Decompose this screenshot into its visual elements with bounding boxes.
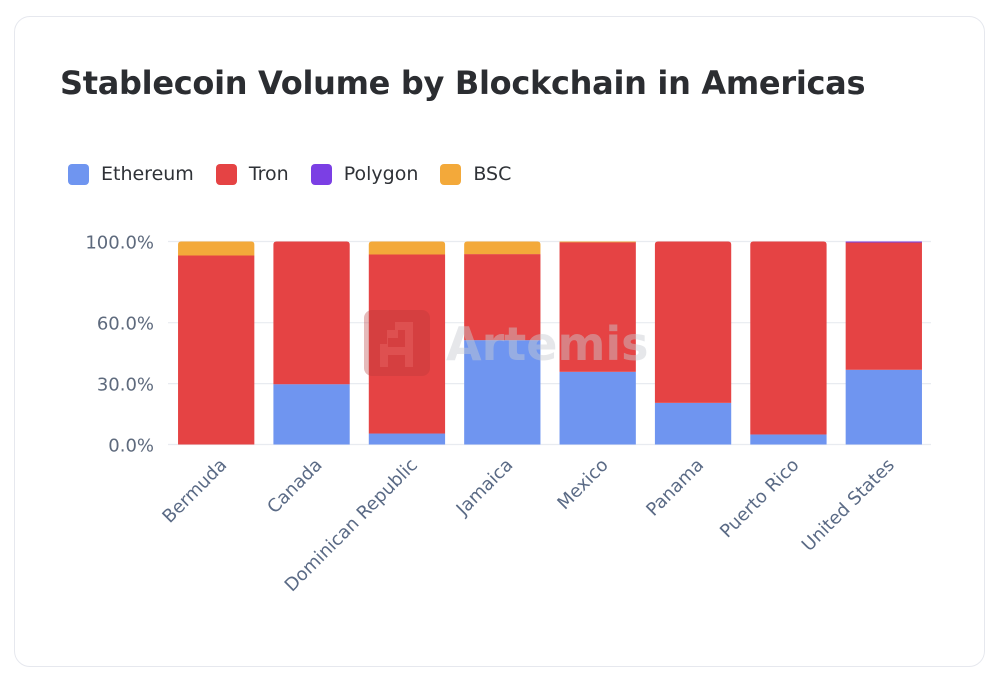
- legend-item-ethereum[interactable]: Ethereum: [68, 163, 194, 185]
- legend: Ethereum Tron Polygon BSC: [68, 163, 533, 185]
- legend-label: Tron: [248, 163, 289, 185]
- x-tick-label: Bermuda: [158, 455, 231, 528]
- bar-segment-ethereum[interactable]: [559, 371, 636, 445]
- legend-label: Polygon: [343, 163, 419, 185]
- bar-segment-polygon[interactable]: [845, 241, 922, 243]
- x-tick-label: Puerto Rico: [716, 455, 803, 542]
- bar-segment-ethereum[interactable]: [368, 433, 446, 445]
- bar-stack[interactable]: [273, 241, 350, 445]
- legend-swatch-bsc: [440, 163, 462, 185]
- bar-stack[interactable]: [654, 241, 732, 445]
- bar-segment-tron[interactable]: [559, 242, 636, 372]
- x-tick-label: United States: [798, 455, 899, 556]
- y-tick-label: 30.0%: [97, 375, 154, 396]
- y-tick-label: 100.0%: [85, 233, 154, 254]
- bar-segment-tron[interactable]: [273, 241, 350, 385]
- bars: [178, 241, 922, 445]
- artemis-logo-glyph: [380, 322, 413, 367]
- bar-stack[interactable]: [559, 241, 636, 445]
- bar-stack[interactable]: [845, 241, 922, 445]
- bar-segment-tron[interactable]: [368, 254, 446, 434]
- y-tick-label: 0.0%: [108, 436, 154, 457]
- x-tick-label: Jamaica: [452, 455, 518, 521]
- chart-title: Stablecoin Volume by Blockchain in Ameri…: [60, 64, 866, 102]
- bar-stack[interactable]: [178, 241, 255, 445]
- bar-segment-tron[interactable]: [750, 241, 827, 435]
- bar-segment-tron[interactable]: [845, 242, 922, 370]
- legend-item-tron[interactable]: Tron: [215, 163, 289, 185]
- bar-segment-tron[interactable]: [654, 241, 732, 403]
- legend-swatch-tron: [215, 163, 237, 185]
- watermark: Artemis: [364, 310, 649, 376]
- bar-segment-bsc[interactable]: [464, 241, 541, 255]
- x-tick-label: Canada: [263, 455, 326, 518]
- bar-segment-ethereum[interactable]: [654, 402, 732, 445]
- bar-segment-bsc[interactable]: [559, 241, 636, 243]
- artemis-logo-icon: [364, 310, 430, 376]
- watermark-text: Artemis: [446, 317, 649, 371]
- bar-segment-ethereum[interactable]: [464, 340, 541, 445]
- y-axis-ticks: 0.0% 30.0% 60.0% 100.0%: [85, 233, 154, 457]
- legend-label: BSC: [473, 163, 512, 185]
- bar-stack[interactable]: [750, 241, 827, 445]
- bar-segment-bsc[interactable]: [368, 241, 446, 255]
- y-tick-label: 60.0%: [97, 314, 154, 335]
- bar-segment-tron[interactable]: [464, 254, 541, 341]
- legend-swatch-polygon: [310, 163, 332, 185]
- x-tick-label: Panama: [642, 455, 708, 521]
- bar-stack[interactable]: [368, 241, 446, 445]
- legend-swatch-ethereum: [68, 163, 89, 185]
- bar-stack[interactable]: [464, 241, 541, 445]
- bar-segment-ethereum[interactable]: [845, 369, 922, 445]
- legend-item-polygon[interactable]: Polygon: [310, 163, 419, 185]
- x-tick-label: Mexico: [553, 455, 612, 514]
- bar-segment-bsc[interactable]: [178, 241, 255, 256]
- legend-item-bsc[interactable]: BSC: [440, 163, 511, 185]
- bar-segment-tron[interactable]: [178, 255, 255, 445]
- legend-label: Ethereum: [101, 163, 194, 185]
- bar-segment-ethereum[interactable]: [273, 384, 350, 445]
- bar-segment-ethereum[interactable]: [750, 434, 827, 445]
